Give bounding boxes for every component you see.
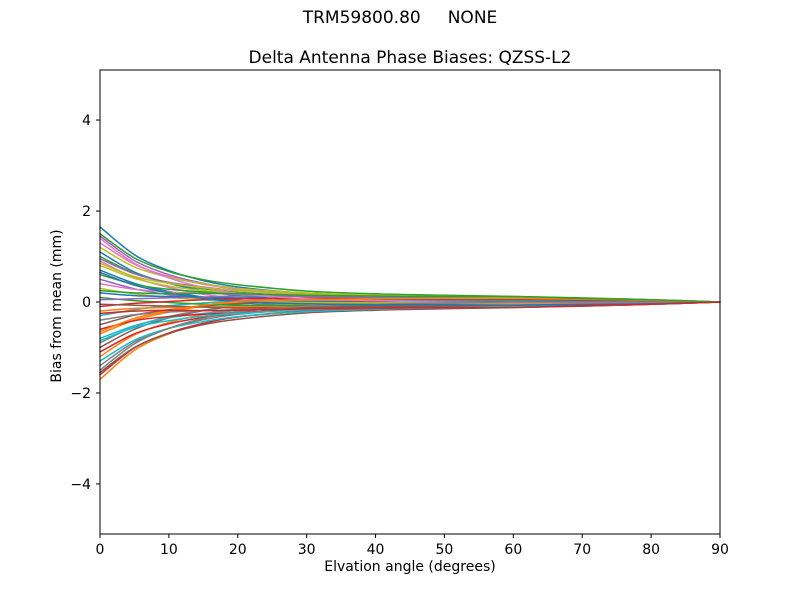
- y-tick-label: −4: [70, 477, 91, 493]
- series-layer: [99, 226, 721, 381]
- tick-layer: 0 10 20 30 40 50 60 70 80 90 −4 −2 0 2 4: [70, 113, 729, 558]
- x-tick-label: 70: [573, 542, 591, 558]
- x-tick-label: 20: [229, 542, 247, 558]
- x-axis-label: Elvation angle (degrees): [324, 559, 496, 575]
- x-tick-label: 60: [504, 542, 522, 558]
- y-tick-label: 4: [82, 113, 91, 129]
- y-tick-label: 0: [82, 295, 91, 311]
- y-tick-label: −2: [70, 386, 91, 402]
- chart-title: Delta Antenna Phase Biases: QZSS-L2: [248, 48, 572, 68]
- series-line: [99, 301, 721, 381]
- series-line: [99, 301, 721, 315]
- x-tick-label: 10: [160, 542, 178, 558]
- x-tick-label: 50: [436, 542, 454, 558]
- y-axis-label: Bias from mean (mm): [49, 229, 65, 383]
- figure-suptitle: TRM59800.80 NONE: [302, 8, 498, 28]
- x-tick-label: 30: [298, 542, 316, 558]
- series-line: [99, 289, 721, 303]
- x-tick-label: 40: [367, 542, 385, 558]
- series-line: [99, 271, 721, 306]
- plot-border: [99, 69, 721, 535]
- x-tick-label: 90: [711, 542, 729, 558]
- x-tick-label: 0: [96, 542, 105, 558]
- y-tick-label: 2: [82, 204, 91, 220]
- x-tick-label: 80: [642, 542, 660, 558]
